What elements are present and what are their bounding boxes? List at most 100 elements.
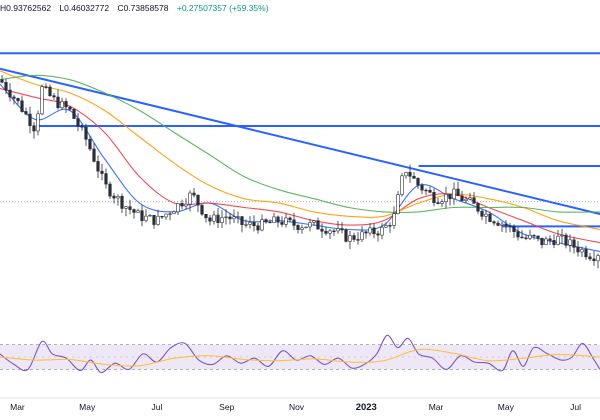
candle-body — [356, 239, 360, 241]
candle-body — [396, 194, 400, 215]
candle-body — [544, 238, 548, 246]
candle-body — [332, 230, 336, 232]
candle-body — [404, 172, 408, 177]
candle-body — [56, 96, 60, 109]
moving-average-line-1 — [0, 83, 600, 253]
time-axis-label: Nov — [289, 402, 305, 412]
candle-body — [40, 86, 44, 115]
candle-body — [572, 239, 576, 248]
candle-body — [568, 239, 572, 246]
candle-body — [208, 217, 212, 222]
candle-body — [512, 226, 516, 232]
candle-body — [556, 235, 560, 245]
candle-body — [580, 249, 584, 253]
candle-body — [112, 195, 116, 199]
candle-body — [444, 193, 448, 202]
candle-body — [80, 125, 84, 128]
candle-body — [364, 231, 368, 234]
candle-body — [412, 175, 416, 179]
time-axis-label: May — [498, 402, 515, 412]
candle-body — [260, 219, 264, 231]
candle-body — [220, 217, 224, 223]
candle-body — [276, 216, 280, 223]
time-axis-label: 2023 — [356, 402, 377, 413]
candle-body — [472, 197, 476, 204]
candle-body — [104, 173, 108, 185]
candle-body — [560, 234, 564, 237]
candle-body — [552, 240, 556, 245]
candle-body — [116, 196, 120, 199]
candle-body — [448, 193, 452, 200]
candle-body — [196, 194, 200, 206]
candle-body — [48, 86, 52, 96]
candle-body — [372, 227, 376, 235]
candle-body — [72, 108, 76, 119]
candle-body — [36, 113, 40, 132]
candle-body — [344, 229, 348, 242]
candle-body — [192, 192, 196, 196]
candle-body — [520, 236, 524, 239]
candle-body — [564, 234, 568, 246]
time-axis-label: Sep — [219, 402, 234, 412]
candle-body — [64, 101, 68, 108]
candle-body — [136, 210, 140, 213]
candle-body — [284, 217, 288, 225]
moving-average-line-3 — [0, 70, 600, 231]
candle-body — [248, 222, 252, 225]
candle-body — [256, 225, 260, 231]
candle-body — [60, 101, 64, 109]
candle-body — [536, 235, 540, 239]
candle-body — [316, 220, 320, 230]
candle-body — [152, 214, 156, 225]
candle-body — [540, 237, 544, 246]
candle-body — [228, 216, 232, 220]
candle-body — [252, 222, 256, 227]
candle-body — [264, 219, 268, 223]
candle-body — [464, 198, 468, 201]
oscillator-band-layer — [0, 344, 600, 370]
ohlc-high: H0.93762562 — [0, 3, 52, 13]
time-axis-label: Jul — [570, 402, 581, 412]
time-axis-label: May — [79, 402, 96, 412]
oscillator-layer — [0, 334, 600, 374]
candle-body — [176, 203, 180, 213]
candle-body — [436, 202, 440, 204]
candle-body — [280, 221, 284, 225]
candle-body — [120, 196, 124, 209]
candle-body — [296, 225, 300, 230]
candle-body — [452, 188, 456, 200]
candle-body — [392, 213, 396, 226]
candle-body — [328, 230, 332, 234]
candle-body — [52, 95, 56, 98]
candle-body — [584, 249, 588, 258]
candle-body — [124, 206, 128, 209]
candle-body — [480, 210, 484, 217]
candle-body — [324, 230, 328, 234]
candlestick-layer — [0, 75, 600, 269]
oscillator-line — [0, 334, 600, 374]
candle-body — [484, 213, 488, 217]
candle-body — [492, 221, 496, 224]
candle-body — [588, 256, 592, 260]
candle-body — [268, 221, 272, 224]
candle-body — [432, 192, 436, 203]
candle-body — [188, 192, 192, 205]
candle-body — [528, 234, 532, 239]
ohlc-readout: H0.93762562 L0.46032772 C0.73858578 +0.2… — [0, 3, 275, 13]
candle-body — [68, 106, 72, 110]
candle-body — [504, 223, 508, 226]
candle-body — [304, 226, 308, 229]
candle-body — [408, 172, 412, 177]
candle-body — [12, 96, 16, 99]
candle-body — [516, 231, 520, 238]
moving-average-line-2 — [0, 87, 600, 244]
candle-body — [380, 226, 384, 236]
candle-body — [180, 203, 184, 207]
candle-body — [416, 178, 420, 186]
candle-body — [508, 225, 512, 227]
candle-body — [20, 100, 24, 112]
candle-body — [360, 231, 364, 241]
candle-body — [168, 213, 172, 215]
candle-body — [376, 233, 380, 236]
